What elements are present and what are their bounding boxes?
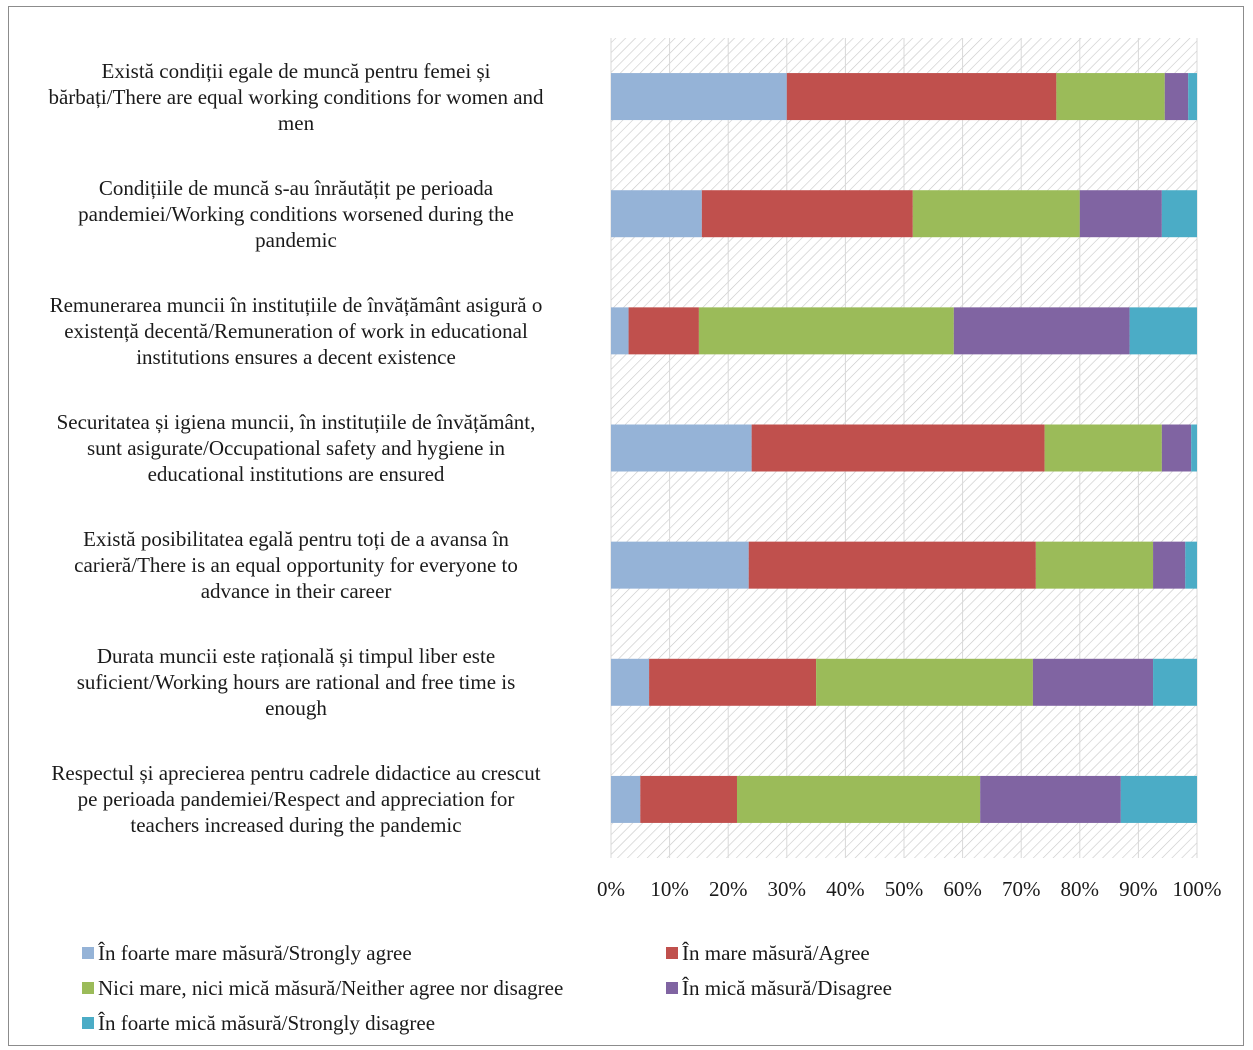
bar-segment [736,775,981,823]
legend-item: Nici mare, nici mică măsură/Neither agre… [82,975,563,1001]
category-label-line: sunt asigurate/Occupational safety and h… [86,436,506,460]
bar-segment [1161,190,1197,238]
bar-segment [980,775,1121,823]
category-label: Remunerarea muncii în instituțiile de în… [8,292,584,370]
bar-segment [1120,775,1197,823]
category-label: Condițiile de muncă s-au înrăutățit pe p… [8,175,584,253]
bar-segment [1079,190,1162,238]
category-label-line: enough [265,696,327,721]
x-tick-label: 50% [884,877,924,901]
legend-item: În mică măsură/Disagree [666,975,892,1001]
x-tick-label: 10% [650,877,689,901]
x-tick-label: 100% [1172,877,1222,901]
bar-segment [649,658,817,706]
legend-swatch [82,982,94,994]
bar-segment [611,307,629,355]
bar-segment [611,775,641,823]
legend-label: În foarte mică măsură/Strongly disagree [98,1011,436,1035]
legend-swatch [666,982,678,994]
x-tick-label: 80% [1060,877,1100,901]
bar-segment [1161,424,1192,472]
category-label-line: advance in their career [200,579,392,604]
bar-segment [1056,73,1165,121]
bar-segment [611,190,702,238]
bar-segment [953,307,1130,355]
category-label-line: institutions ensures a decent existence [136,344,456,369]
category-label-line: teachers increased during the pandemic [130,813,462,838]
category-label-line: Securitatea și igiena muncii, în institu… [56,410,536,434]
category-label: Durata muncii este rațională și timpul l… [8,643,584,721]
category-label-line: pandemic [255,227,337,252]
legend-swatch [82,1017,94,1029]
x-tick-label: 60% [943,877,982,901]
x-tick-label: 20% [708,877,748,901]
bar-segment [816,658,1033,706]
x-tick-label: 70% [1001,877,1041,901]
category-label: Respectul și aprecierea pentru cadrele d… [8,760,584,838]
bar-segment [701,190,913,238]
bar-segment [1032,658,1154,706]
category-label: Există posibilitatea egală pentru toți d… [8,526,584,604]
bar-segment [698,307,954,355]
bar-segment [1044,424,1162,472]
bar-segment [611,658,650,706]
bar-segment [912,190,1080,238]
category-label-line: carieră/There is an equal opportunity fo… [74,553,518,578]
bar-segment [628,307,699,355]
legend-swatch [666,947,678,959]
x-tick-label: 0% [597,877,625,901]
bar-segment [1153,658,1197,706]
x-tick-label: 30% [767,877,807,901]
bar-segment [611,541,749,589]
legend-item: În foarte mare măsură/Strongly agree [82,940,412,966]
bar-segment [1164,73,1189,121]
category-label-line: Există condiții egale de muncă pentru fe… [101,58,491,83]
category-label-line: Durata muncii este rațională și timpul l… [96,644,496,669]
category-label-line: men [277,110,315,135]
category-label-line: pe perioada pandemiei/Respect and apprec… [77,787,515,812]
category-label: Securitatea și igiena muncii, în institu… [8,409,584,487]
bar-segment [611,424,752,472]
bar-segment [1188,73,1197,121]
legend-label: În foarte mare măsură/Strongly agree [98,941,412,965]
category-label: Există condiții egale de muncă pentru fe… [8,58,584,136]
legend-label: Nici mare, nici mică măsură/Neither agre… [98,976,564,1000]
category-label-line: pandemiei/Working conditions worsened du… [78,201,514,226]
bar-segment [640,775,737,823]
bar-segment [748,541,1036,589]
category-label-line: bărbați/There are equal working conditio… [48,84,544,109]
legend-label: În mare măsură/Agree [682,941,870,965]
category-label-line: existență decentă/Remuneration of work i… [64,318,528,343]
legend-item: În mare măsură/Agree [666,940,870,966]
bar-segment [751,424,1045,472]
legend-swatch [82,947,94,959]
bar-segment [1129,307,1197,355]
bar-segment [611,73,787,121]
legend-item: În foarte mică măsură/Strongly disagree [82,1010,435,1036]
x-tick-label: 90% [1119,877,1158,901]
bar-segment [1191,424,1197,472]
legend-label: În mică măsură/Disagree [682,976,892,1000]
bar-segment [1185,541,1197,589]
bar-segment [1153,541,1186,589]
category-label-line: Remunerarea muncii în instituțiile de în… [49,292,543,317]
category-label-line: Există posibilitatea egală pentru toți d… [83,527,509,552]
category-label-line: Condițiile de muncă s-au înrăutățit pe p… [98,175,494,200]
bar-segment [1035,541,1154,589]
category-label-line: suficient/Working hours are rational and… [76,670,516,695]
bar-segment [786,73,1057,121]
category-label-line: Respectul și aprecierea pentru cadrele d… [51,761,541,786]
category-label-line: educational institutions are ensured [147,462,445,486]
x-tick-label: 40% [826,877,865,901]
